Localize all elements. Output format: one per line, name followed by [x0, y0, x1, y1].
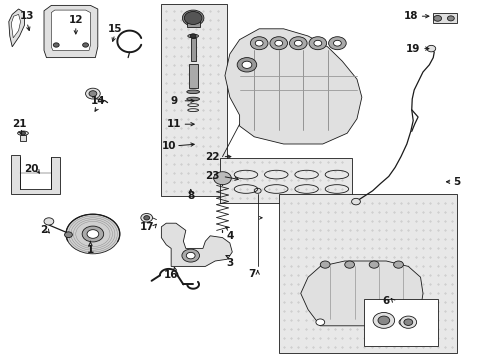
Circle shape — [85, 88, 100, 99]
Circle shape — [182, 10, 203, 26]
Text: 19: 19 — [405, 44, 420, 54]
Text: 11: 11 — [166, 119, 181, 129]
Polygon shape — [9, 9, 24, 47]
Circle shape — [89, 91, 97, 96]
Polygon shape — [300, 261, 422, 326]
Text: 2: 2 — [41, 225, 47, 235]
Bar — [188, 64, 197, 88]
Circle shape — [393, 261, 403, 268]
Circle shape — [53, 43, 59, 47]
Polygon shape — [11, 155, 60, 194]
Circle shape — [186, 252, 195, 259]
Circle shape — [351, 198, 360, 205]
Text: 4: 4 — [225, 231, 233, 241]
Bar — [161, 4, 227, 196]
Circle shape — [377, 316, 389, 325]
Circle shape — [313, 40, 321, 46]
Circle shape — [242, 61, 251, 68]
Polygon shape — [51, 10, 90, 50]
Circle shape — [44, 218, 54, 225]
Circle shape — [308, 37, 326, 50]
Ellipse shape — [186, 90, 199, 94]
Circle shape — [403, 319, 412, 325]
Circle shape — [64, 232, 72, 238]
Text: 14: 14 — [90, 96, 105, 106]
Circle shape — [254, 188, 261, 193]
Text: 10: 10 — [161, 141, 176, 151]
Text: 20: 20 — [24, 164, 39, 174]
Text: 16: 16 — [163, 270, 178, 280]
Bar — [432, 13, 456, 23]
Circle shape — [82, 43, 88, 47]
Circle shape — [344, 261, 354, 268]
Text: 9: 9 — [170, 96, 177, 106]
Circle shape — [372, 312, 394, 328]
Text: 21: 21 — [12, 119, 27, 129]
Circle shape — [182, 249, 199, 262]
Bar — [186, 21, 199, 27]
Text: 1: 1 — [87, 245, 94, 255]
Circle shape — [255, 40, 263, 46]
Ellipse shape — [18, 131, 28, 135]
Text: 22: 22 — [205, 152, 220, 162]
Text: 12: 12 — [68, 15, 83, 25]
Text: 23: 23 — [205, 171, 220, 181]
Circle shape — [320, 261, 329, 268]
Circle shape — [399, 316, 416, 328]
Circle shape — [398, 319, 407, 325]
Text: 6: 6 — [382, 296, 389, 306]
Bar — [278, 194, 456, 353]
Text: 7: 7 — [247, 269, 255, 279]
Circle shape — [87, 230, 99, 238]
Circle shape — [274, 40, 282, 46]
Ellipse shape — [187, 34, 198, 38]
Text: 15: 15 — [107, 24, 122, 34]
Polygon shape — [224, 29, 361, 144]
Circle shape — [426, 45, 435, 52]
Circle shape — [315, 319, 324, 325]
Text: 8: 8 — [187, 191, 194, 201]
Circle shape — [190, 34, 196, 38]
Circle shape — [433, 15, 441, 21]
Polygon shape — [161, 223, 232, 266]
Bar — [20, 135, 26, 141]
Circle shape — [213, 172, 231, 185]
Circle shape — [269, 37, 287, 50]
Circle shape — [184, 12, 202, 24]
Text: 18: 18 — [403, 11, 417, 21]
Circle shape — [368, 261, 378, 268]
Ellipse shape — [186, 97, 199, 101]
Circle shape — [447, 16, 453, 21]
Polygon shape — [11, 14, 20, 38]
Circle shape — [66, 214, 120, 254]
Circle shape — [20, 131, 25, 135]
Polygon shape — [44, 5, 98, 58]
Text: 17: 17 — [139, 222, 154, 232]
Circle shape — [143, 216, 149, 220]
Circle shape — [328, 37, 346, 50]
Circle shape — [250, 37, 267, 50]
Circle shape — [141, 213, 152, 222]
Text: 3: 3 — [226, 258, 233, 268]
Text: 5: 5 — [453, 177, 460, 187]
Bar — [364, 299, 437, 346]
Bar — [220, 158, 351, 203]
Circle shape — [82, 226, 103, 242]
Circle shape — [294, 40, 302, 46]
Text: 13: 13 — [20, 11, 34, 21]
Circle shape — [237, 58, 256, 72]
Circle shape — [289, 37, 306, 50]
Bar — [190, 38, 195, 61]
Circle shape — [333, 40, 341, 46]
